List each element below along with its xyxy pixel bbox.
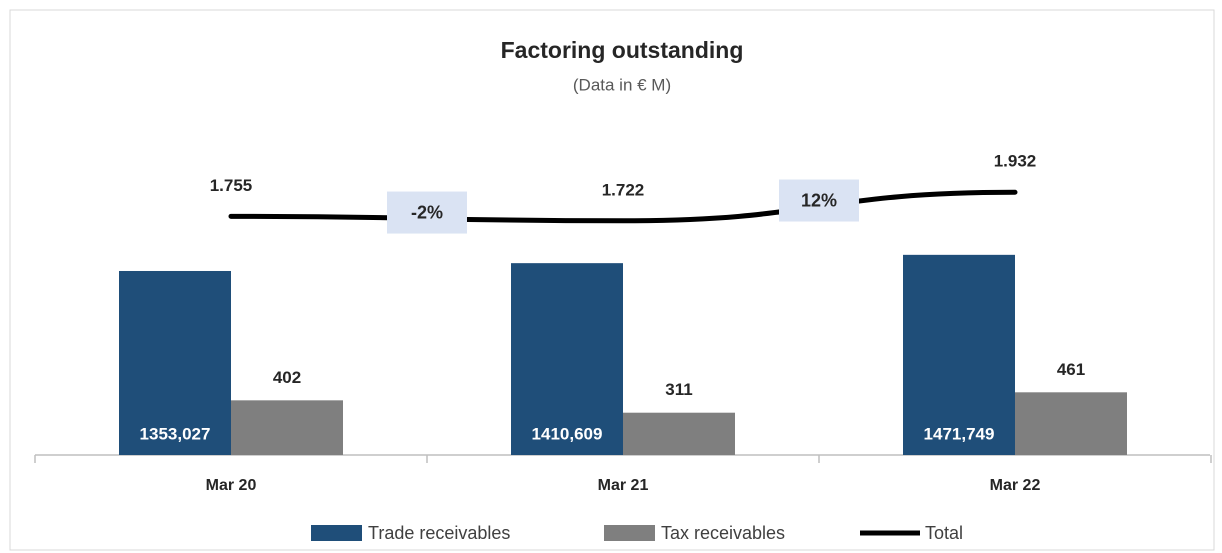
annotation: 12% [801,190,837,210]
annotation-box [779,179,859,222]
legend-label: Total [925,523,963,543]
chart-title: Factoring outstanding [501,37,744,63]
bar [623,412,735,455]
bar-label: 1353,027 [140,424,211,443]
line-label: 1.722 [602,180,645,199]
legend-swatch [604,525,655,541]
bar-label: 1471,749 [924,424,995,443]
x-tick-label: Mar 20 [206,477,257,494]
line-label: 1.755 [210,176,253,195]
bar-label: 402 [273,368,301,387]
annotation-box [387,191,467,234]
bar-label: 311 [665,380,692,399]
bar [903,254,1015,455]
legend-label: Trade receivables [368,523,510,543]
annotation: -2% [411,202,443,222]
legend-swatch [311,525,362,541]
x-tick-label: Mar 22 [990,477,1041,494]
total-line [228,189,1018,224]
bar-label: 461 [1057,360,1085,379]
bar [511,263,623,455]
bar [119,270,231,455]
bar-label: 1410,609 [532,424,603,443]
bar [1015,392,1127,455]
chart-subtitle: (Data in € M) [573,75,671,94]
line-label: 1.932 [994,152,1037,171]
x-tick-label: Mar 21 [598,477,649,494]
bar [231,400,343,455]
legend-label: Tax receivables [661,523,785,543]
